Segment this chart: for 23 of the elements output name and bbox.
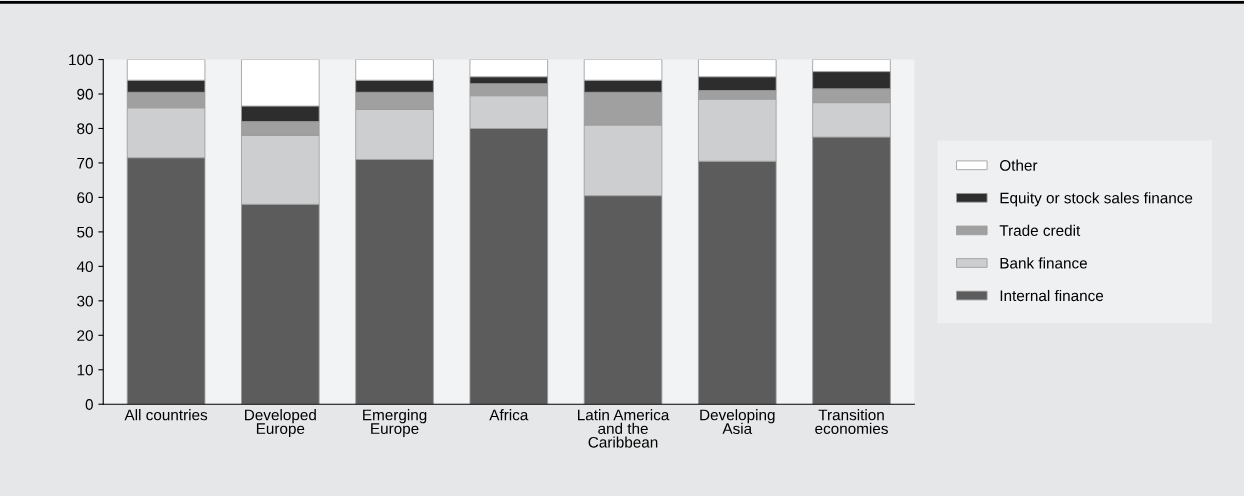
y-tick-label: 20 <box>77 330 93 341</box>
y-tick-label: 70 <box>77 157 93 169</box>
x-tick-label: Africa <box>489 409 529 421</box>
x-tick-label: Developed Europe <box>245 409 316 438</box>
y-tick-label: 0 <box>85 399 93 410</box>
legend-label: Other <box>1000 159 1038 171</box>
x-tick-label: Transition economies <box>815 409 888 435</box>
y-tick-label: 90 <box>77 88 93 100</box>
x-tick-label: All countries <box>124 409 208 421</box>
y-tick-label: 10 <box>77 364 93 376</box>
y-tick-label: 40 <box>76 261 93 273</box>
y-tick-label: 80 <box>77 123 93 135</box>
y-tick-label: 60 <box>77 192 93 204</box>
y-tick-label: 30 <box>77 295 93 307</box>
legend-label: Equity or stock sales finance <box>1000 192 1193 207</box>
x-tick-label: Developing Asia <box>700 409 775 435</box>
x-tick-label: Latin America and the Caribbean <box>578 409 670 448</box>
y-tick-label: 100 <box>69 54 93 66</box>
legend-label: Trade credit <box>999 224 1081 236</box>
y-tick-label: 50 <box>77 226 93 238</box>
legend-label: Internal finance <box>1000 289 1104 302</box>
x-tick-label: Emerging Europe <box>363 409 427 438</box>
legend-label: Bank finance <box>1000 257 1087 269</box>
